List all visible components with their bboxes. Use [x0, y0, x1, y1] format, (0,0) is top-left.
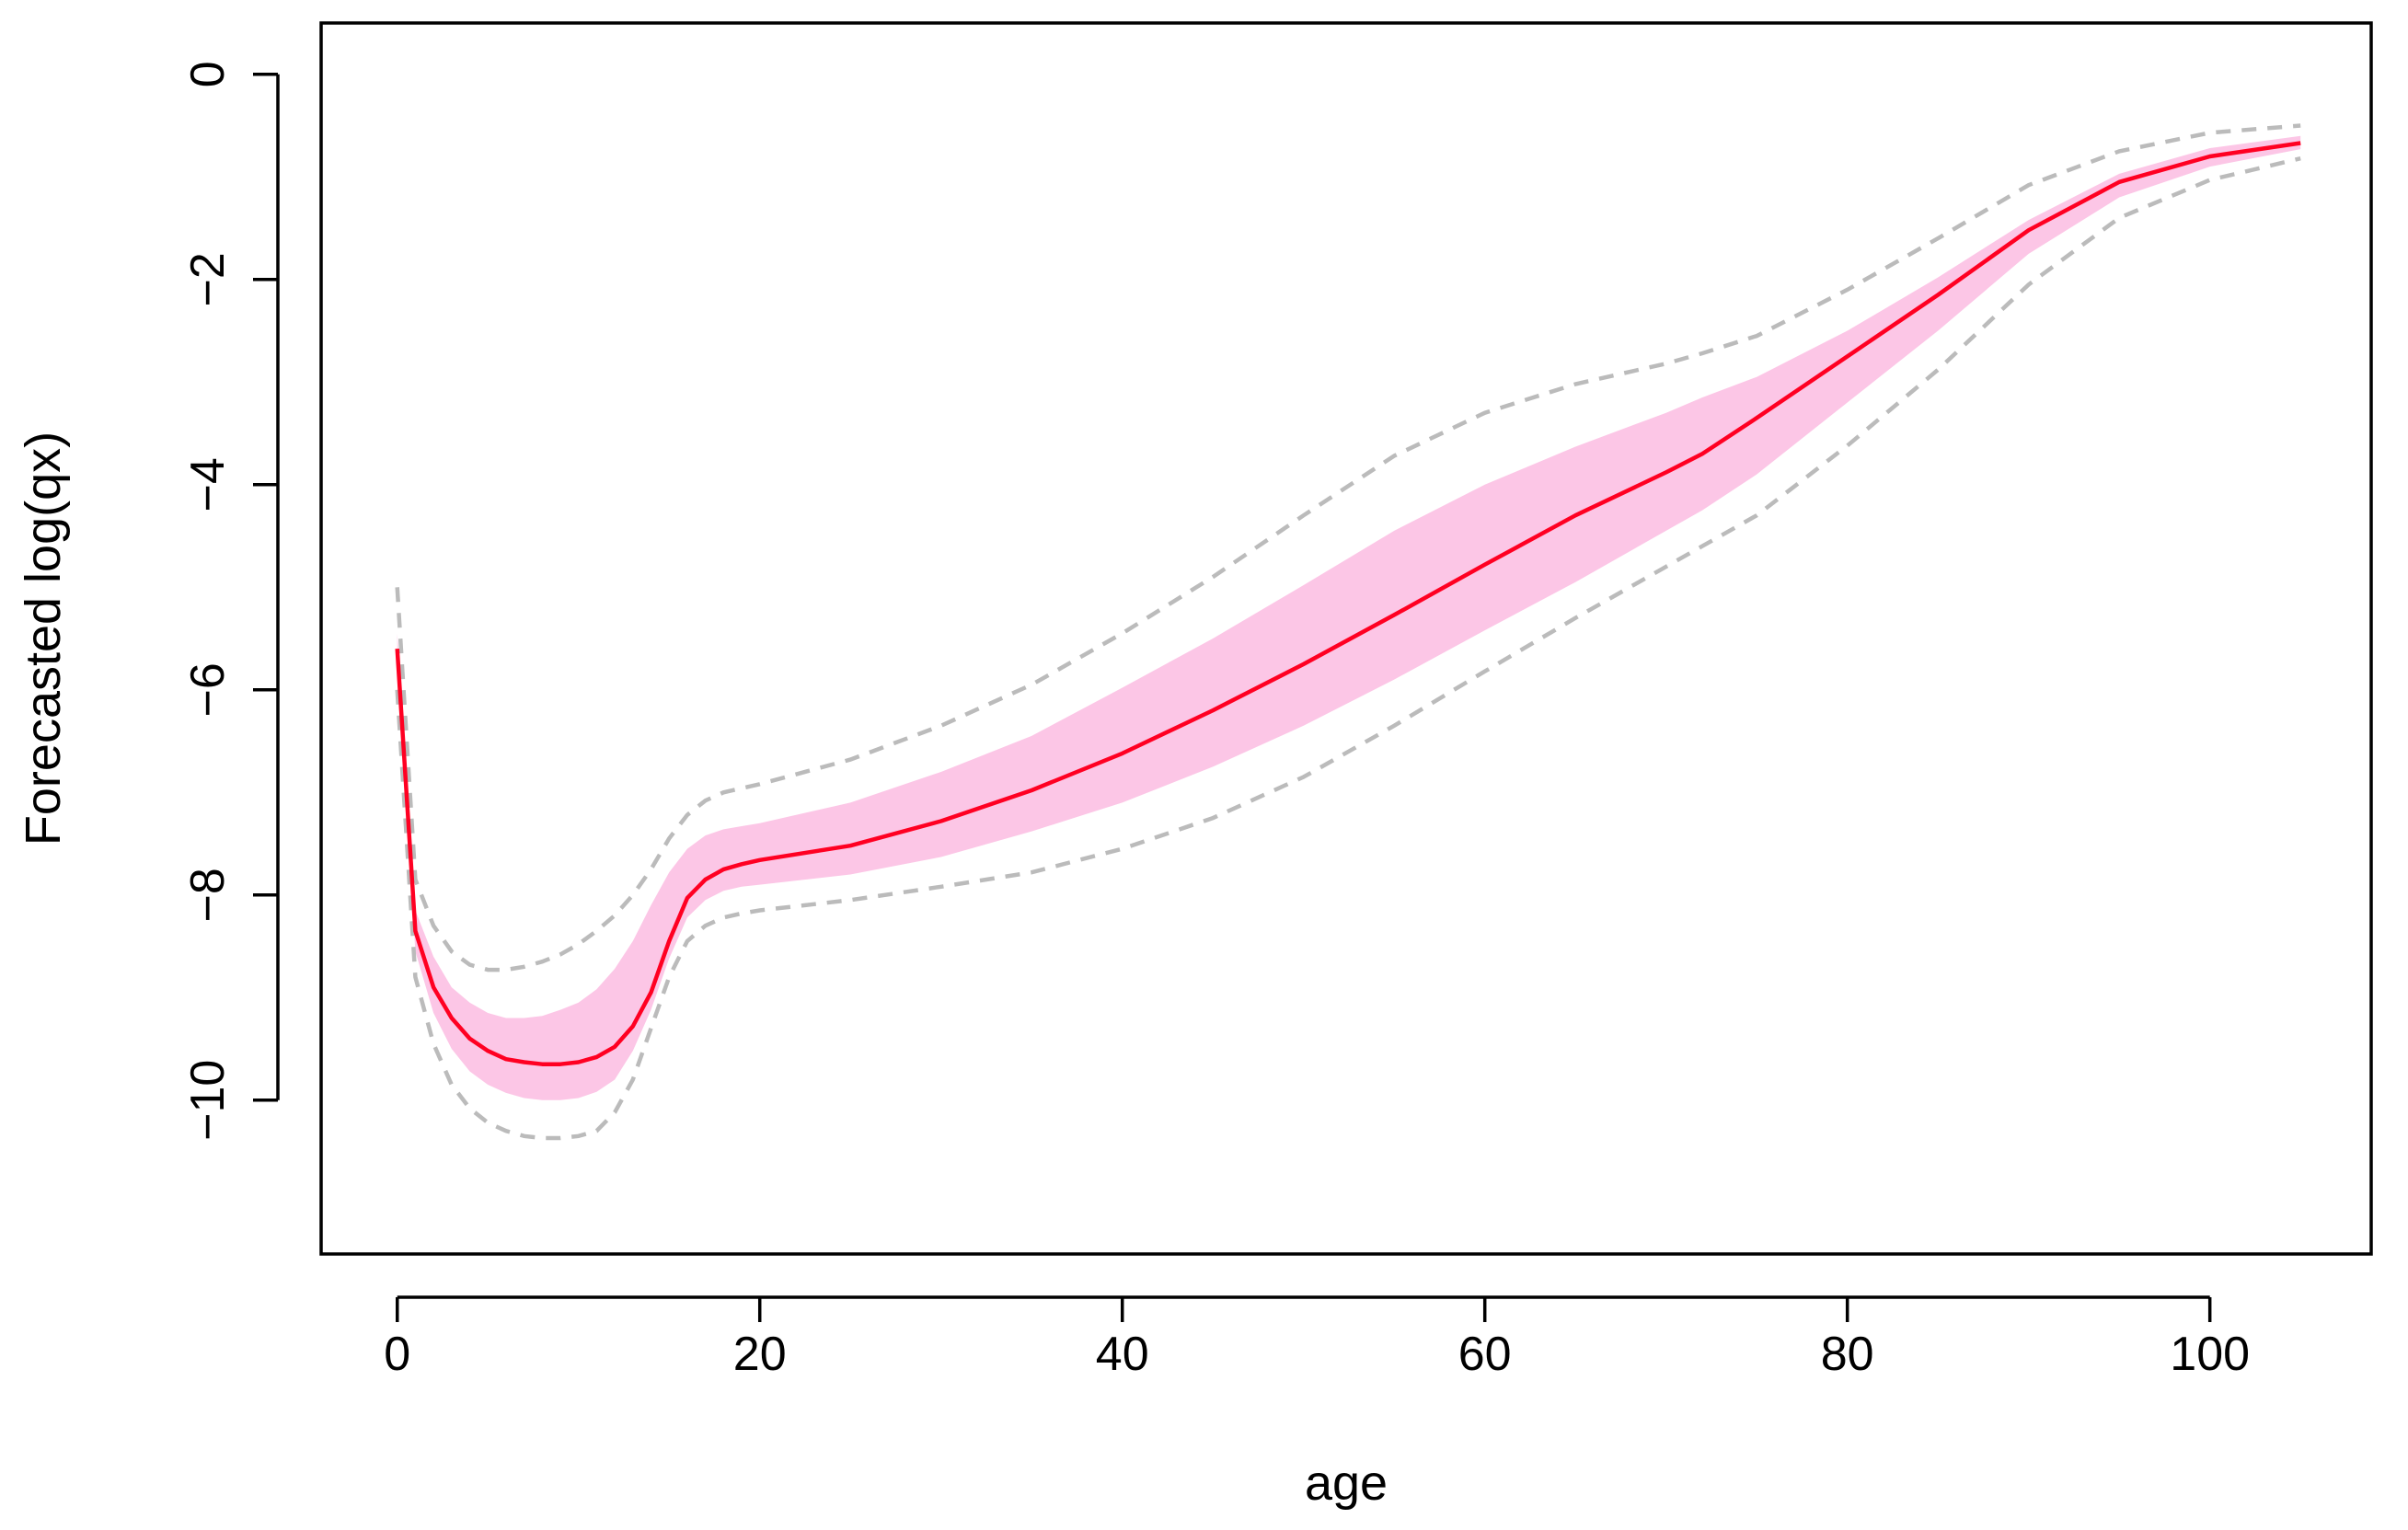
- y-tick-label: 0: [181, 61, 235, 87]
- x-tick-label: 20: [733, 1328, 787, 1381]
- x-tick-label: 60: [1458, 1328, 1512, 1381]
- x-tick-label: 40: [1096, 1328, 1149, 1381]
- x-axis-title: age: [1305, 1455, 1388, 1511]
- x-tick-label: 100: [2170, 1328, 2250, 1381]
- forecast-line: [395, 141, 2301, 1066]
- x-axis: 0 20 40 60 80 100: [384, 1295, 2250, 1381]
- y-axis-title: Forecasted log(qx): [16, 431, 71, 846]
- inner-band-area: [397, 135, 2301, 1100]
- line-layer: [395, 123, 2301, 1141]
- y-tick-label: −2: [181, 252, 235, 306]
- y-axis: 0 −2 −4 −6 −8 −10: [181, 61, 280, 1141]
- y-tick-label: −4: [181, 457, 235, 512]
- y-tick-label: −6: [181, 662, 235, 717]
- x-tick-label: 80: [1821, 1328, 1874, 1381]
- band-layer: [397, 135, 2301, 1100]
- plot-frame: [319, 21, 2373, 1256]
- y-tick-label: −8: [181, 868, 235, 922]
- outer-band-upper-line: [395, 123, 2301, 972]
- x-tick-label: 0: [384, 1328, 410, 1381]
- y-tick-label: −10: [181, 1060, 235, 1141]
